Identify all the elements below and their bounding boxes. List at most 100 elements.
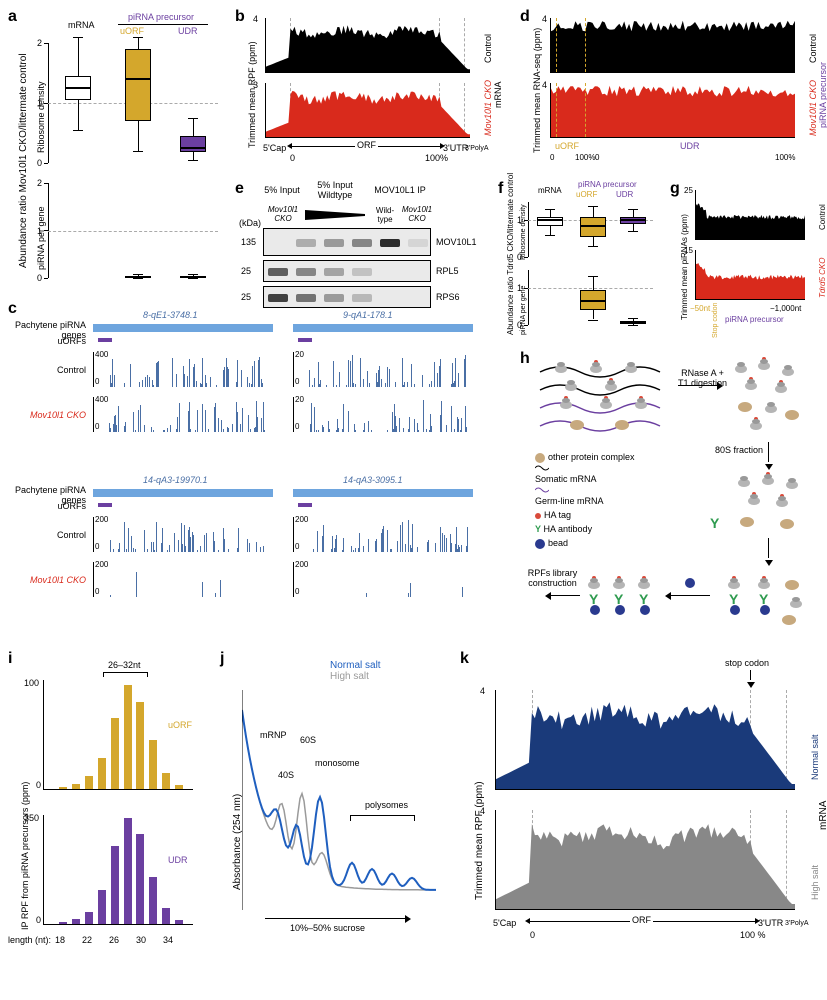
ha-tag-icon — [592, 576, 596, 580]
k-x-3utr: 3'UTR — [758, 918, 783, 928]
panel-h: h RNase A + T1 digestion 80S fr — [520, 350, 820, 640]
d-top-name: Control — [808, 34, 818, 63]
ribosome-icon — [613, 581, 625, 589]
ribosome-icon — [735, 365, 747, 373]
header-mrna: mRNA — [68, 20, 95, 30]
e-s1: Mov10l1 CKO — [263, 205, 303, 223]
d-x-0a: 0 — [550, 153, 554, 162]
panel-b-bottom-profile — [265, 83, 470, 138]
antibody-icon: Y — [639, 591, 648, 607]
panel-a-top-boxplot: 012 — [48, 43, 218, 163]
h-step2: 80S fraction — [715, 445, 763, 455]
b-x-0: 0 — [290, 153, 295, 163]
b-x-3polya: 3'PolyA — [465, 145, 489, 152]
panel-b-label: b — [235, 8, 245, 26]
bead-icon — [685, 578, 695, 588]
j-legend: Normal salt High salt — [330, 660, 381, 682]
j-mono: monosome — [315, 758, 360, 768]
panel-b-ylabel: Trimmed mean RPF (ppm) — [247, 41, 257, 148]
g-top-ymax: 25 — [684, 186, 693, 195]
j-mrnp: mRNP — [260, 730, 287, 740]
h-80s-cluster — [730, 475, 815, 535]
i-top-hist — [43, 680, 193, 790]
g-bot — [695, 250, 805, 300]
k-ylabel: Trimmed mean RPF (ppm) — [474, 781, 485, 900]
h-frag-cluster — [730, 360, 815, 440]
g-top-name: Control — [818, 204, 827, 230]
b-x-100: 100% — [425, 153, 448, 163]
f-h-pirna: piRNA precursor — [578, 180, 637, 189]
k-bot-ymax: 4 — [480, 806, 485, 816]
k-right-label: mRNA — [818, 801, 827, 830]
b-x-orf: ORF — [355, 140, 378, 150]
h-legend-ab-text: HA antibody — [544, 524, 593, 534]
ribosome-icon — [775, 385, 787, 393]
k-top-ymax: 4 — [480, 686, 485, 696]
k-top — [495, 690, 795, 790]
e-kda: (kDa) — [239, 218, 261, 228]
other-complex-icon — [738, 402, 752, 412]
j-legend-normal: Normal salt — [330, 660, 381, 671]
panel-a-top-ylabel: Ribosome density — [36, 81, 46, 153]
e-wedge-icon — [305, 210, 365, 220]
ha-tag-icon — [639, 396, 643, 400]
panel-j: j Absorbance (254 nm) Normal salt High s… — [220, 650, 445, 970]
ha-tag-icon — [617, 576, 621, 580]
header-udr: UDR — [178, 26, 198, 36]
ha-tag-icon — [780, 494, 784, 498]
k-x-arr-l — [525, 918, 530, 924]
d-top-ymax: 4 — [542, 14, 547, 24]
ribosome-icon — [565, 383, 577, 391]
antibody-icon: Y — [729, 591, 738, 607]
panel-f: f Abundance ratio Tdrd5 CKO/littermate c… — [498, 180, 663, 340]
b-x-5cap: 5'Cap — [263, 143, 286, 153]
d-bot-ymax: 4 — [542, 80, 547, 90]
h-arrow2-line — [768, 442, 769, 462]
f-h-uorf: uORF — [576, 190, 597, 199]
panel-b: b Trimmed mean RPF (ppm) mRNA Control 4 … — [235, 8, 495, 168]
g-bot-ymax: 15 — [684, 246, 693, 255]
ha-tag-icon — [762, 576, 766, 580]
panel-d-right-label: piRNA precursor — [818, 62, 827, 128]
h-rna-group — [535, 362, 675, 437]
ribosome-icon — [588, 581, 600, 589]
ha-tag-icon — [594, 360, 598, 364]
ribosome-icon — [635, 401, 647, 409]
d-x-0b: 0 — [595, 153, 599, 162]
k-x-0: 0 — [530, 930, 535, 940]
h-legend-ab: Y HA antibody — [535, 522, 635, 536]
i-bot-ymax: 350 — [24, 813, 39, 823]
ribosome-icon — [750, 422, 762, 430]
f-h-mrna: mRNA — [538, 186, 562, 195]
g-x-stop: Stop codon — [712, 303, 719, 338]
panel-d-bottom-profile — [550, 83, 795, 138]
h-arrow4-head-icon — [665, 592, 671, 600]
panel-b-top-profile — [265, 18, 470, 73]
ribosome-icon — [560, 401, 572, 409]
d-x-100a: 100% — [575, 153, 595, 162]
h-legend: other protein complex Somatic mRNA Germ-… — [535, 450, 635, 550]
panel-b-right-label: mRNA — [493, 82, 503, 109]
antibody-icon: Y — [614, 591, 623, 607]
ribosome-icon — [555, 365, 567, 373]
other-complex-icon — [782, 615, 796, 625]
j-xarrow-head-icon — [405, 915, 411, 926]
d-bot-name: Mov10l1 CKO — [808, 80, 818, 136]
ribosome-icon — [748, 497, 760, 505]
h-step3: RPFs library construction — [525, 568, 580, 588]
e-h1: 5% Input — [263, 185, 301, 195]
panel-i: i IP RPF from piRNA precursors (ppm) 26–… — [8, 650, 208, 970]
ha-tag-icon — [752, 492, 756, 496]
j-xarrow-line — [265, 918, 405, 919]
g-x-right: −1,000nt — [770, 304, 801, 313]
ha-tag-icon — [779, 380, 783, 384]
ribosome-icon — [776, 499, 788, 507]
d-x-uorf: uORF — [555, 141, 579, 151]
other-complex-icon — [615, 420, 629, 430]
e-h3: MOV10L1 IP — [370, 185, 430, 195]
ribosome-icon — [638, 581, 650, 589]
somatic-line-icon — [535, 464, 549, 472]
germ-line-icon — [535, 486, 549, 494]
h-arrow5-head-icon — [545, 592, 551, 600]
panel-e-label: e — [235, 180, 244, 198]
